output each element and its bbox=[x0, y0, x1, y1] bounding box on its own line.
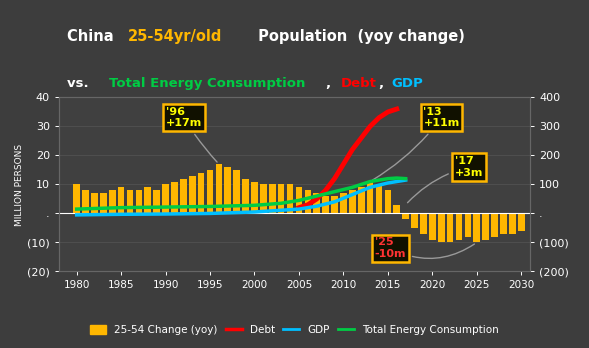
Bar bbox=[251, 182, 258, 213]
Bar bbox=[402, 213, 409, 219]
Bar bbox=[144, 187, 151, 213]
Text: ,: , bbox=[379, 77, 389, 90]
Bar bbox=[376, 184, 382, 213]
Bar bbox=[269, 184, 276, 213]
Bar bbox=[118, 187, 124, 213]
Bar bbox=[305, 190, 311, 213]
Text: 25-54yr/old: 25-54yr/old bbox=[128, 29, 222, 44]
Bar bbox=[509, 213, 515, 234]
Bar bbox=[331, 196, 338, 213]
Bar bbox=[287, 184, 293, 213]
Text: '13
+11m: '13 +11m bbox=[372, 107, 459, 180]
Text: GDP: GDP bbox=[391, 77, 423, 90]
Bar bbox=[518, 213, 525, 231]
Y-axis label: MILLION PERSONS: MILLION PERSONS bbox=[15, 143, 24, 226]
Bar bbox=[358, 187, 365, 213]
Bar bbox=[153, 190, 160, 213]
Bar bbox=[180, 179, 187, 213]
Bar bbox=[385, 190, 391, 213]
Bar bbox=[260, 184, 267, 213]
Bar bbox=[465, 213, 471, 237]
Bar bbox=[349, 190, 356, 213]
Bar bbox=[198, 173, 204, 213]
Text: '17
+3m: '17 +3m bbox=[408, 156, 483, 203]
Bar bbox=[367, 182, 373, 213]
Bar bbox=[82, 190, 89, 213]
Text: Debt: Debt bbox=[340, 77, 376, 90]
Bar bbox=[171, 182, 178, 213]
Text: Population  (yoy change): Population (yoy change) bbox=[253, 29, 465, 44]
Bar bbox=[340, 193, 347, 213]
Text: ,: , bbox=[326, 77, 336, 90]
Bar bbox=[393, 205, 400, 213]
Bar bbox=[322, 196, 329, 213]
Bar bbox=[91, 193, 98, 213]
Text: '25
-10m: '25 -10m bbox=[375, 237, 475, 259]
Text: Total Energy Consumption: Total Energy Consumption bbox=[108, 77, 305, 90]
Bar bbox=[500, 213, 507, 234]
Bar bbox=[429, 213, 436, 239]
Legend: 25-54 Change (yoy), Debt, GDP, Total Energy Consumption: 25-54 Change (yoy), Debt, GDP, Total Ene… bbox=[86, 321, 503, 339]
Bar bbox=[482, 213, 489, 239]
Bar bbox=[216, 164, 222, 213]
Bar bbox=[135, 190, 143, 213]
Bar bbox=[491, 213, 498, 237]
Bar bbox=[242, 179, 249, 213]
Bar bbox=[233, 170, 240, 213]
Bar bbox=[100, 193, 107, 213]
Text: China: China bbox=[68, 29, 119, 44]
Bar bbox=[278, 184, 284, 213]
Bar bbox=[456, 213, 462, 239]
Bar bbox=[224, 167, 231, 213]
Bar bbox=[162, 184, 169, 213]
Bar bbox=[127, 190, 133, 213]
Bar bbox=[438, 213, 445, 243]
Bar bbox=[189, 176, 196, 213]
Text: '96
+17m: '96 +17m bbox=[166, 107, 217, 162]
Bar bbox=[474, 213, 480, 243]
Bar bbox=[207, 170, 213, 213]
Bar bbox=[420, 213, 427, 234]
Bar bbox=[313, 193, 320, 213]
Bar bbox=[74, 184, 80, 213]
Bar bbox=[296, 187, 302, 213]
Text: vs.: vs. bbox=[68, 77, 94, 90]
Bar bbox=[446, 213, 454, 243]
Bar bbox=[411, 213, 418, 228]
Bar bbox=[109, 190, 115, 213]
